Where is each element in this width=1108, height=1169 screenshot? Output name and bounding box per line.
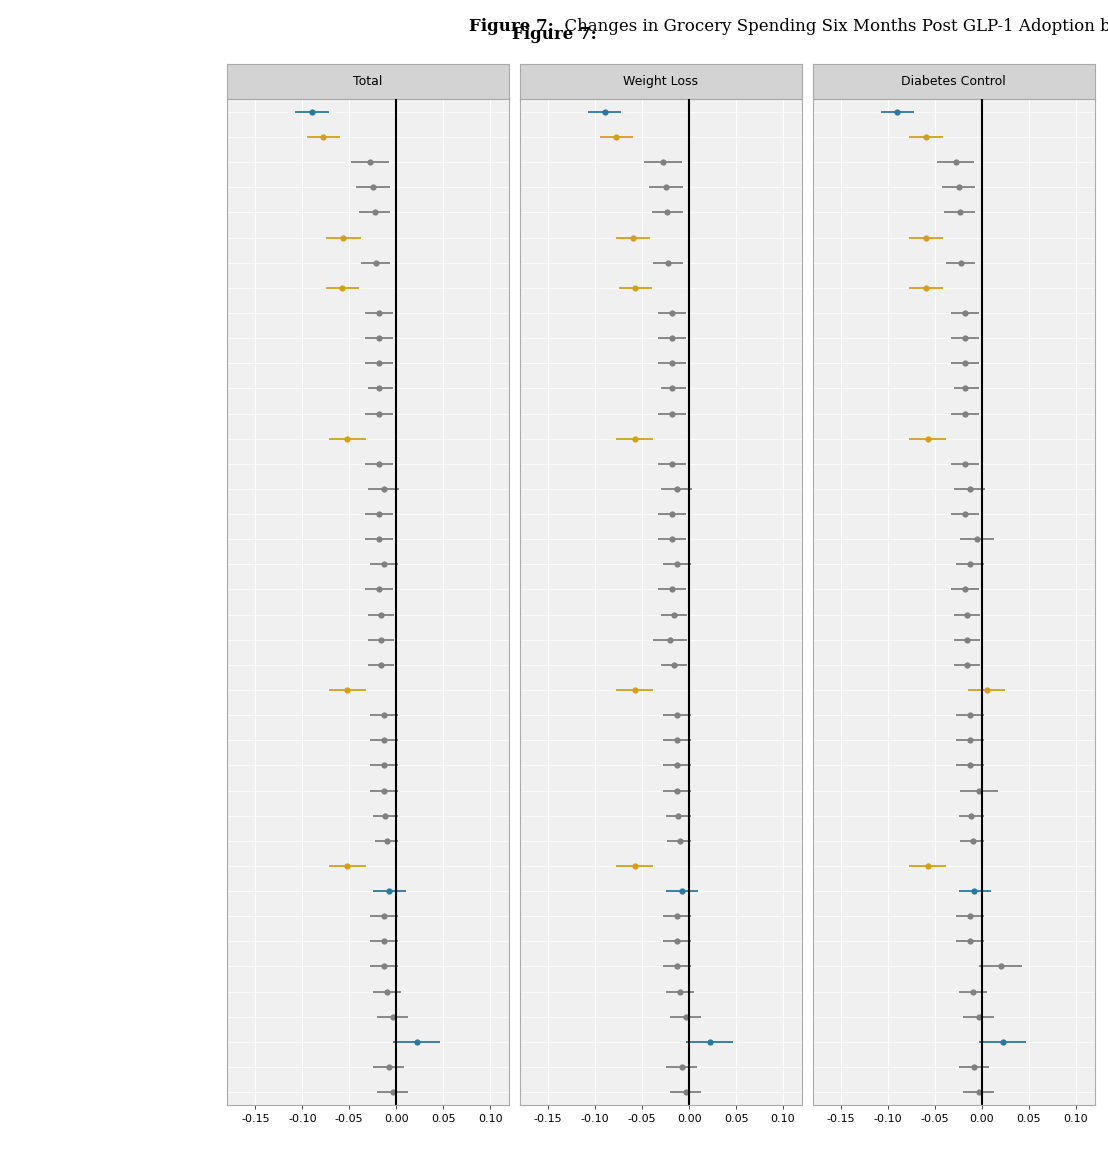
Text: Changes in Grocery Spending Six Months Post GLP-1 Adoption by Category: Changes in Grocery Spending Six Months P…: [554, 18, 1108, 35]
Text: Total: Total: [353, 75, 382, 89]
Text: Diabetes Control: Diabetes Control: [902, 75, 1006, 89]
Text: Figure 7:: Figure 7:: [470, 18, 554, 35]
Text: Weight Loss: Weight Loss: [624, 75, 698, 89]
Text: Figure 7:: Figure 7:: [512, 26, 596, 43]
